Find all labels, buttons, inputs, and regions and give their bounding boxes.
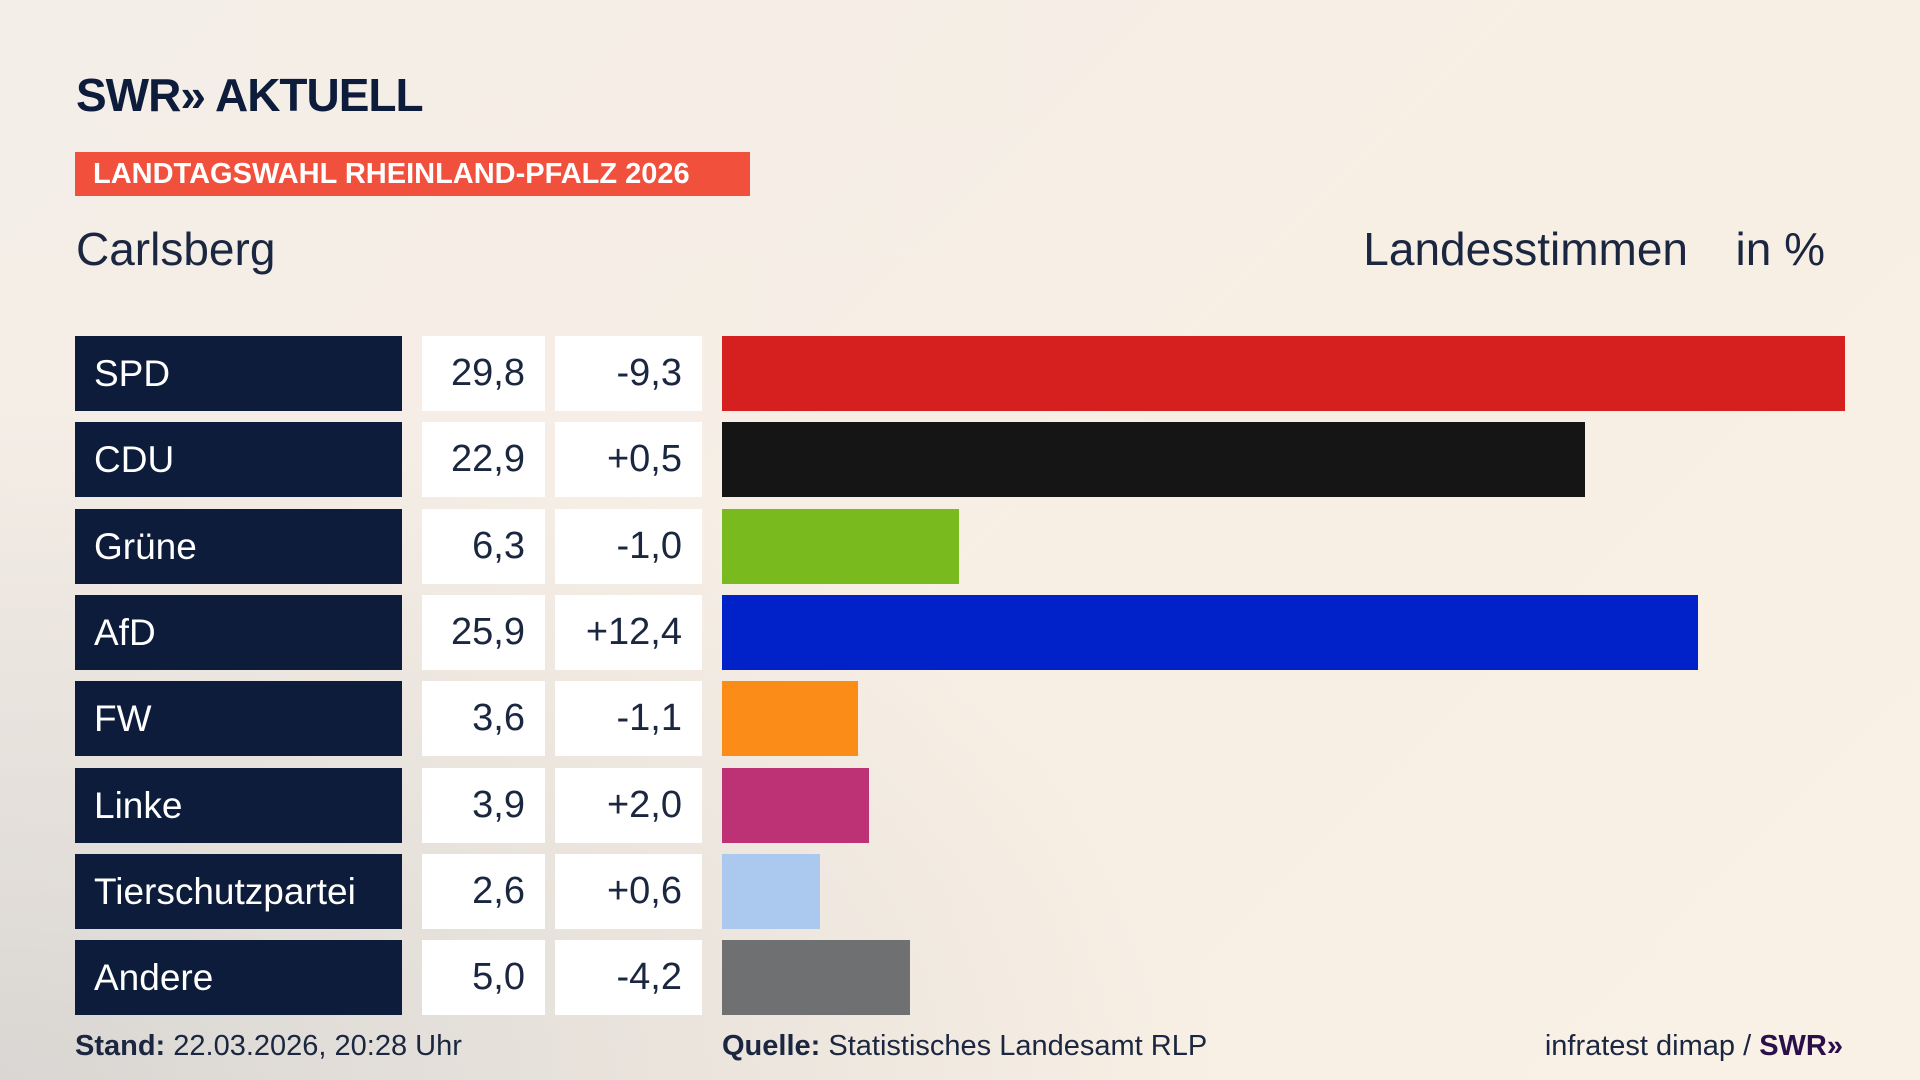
- change-label: +0,6: [555, 853, 702, 929]
- change-label: -1,0: [555, 508, 702, 584]
- chart-title: Carlsberg: [76, 223, 276, 275]
- chart-subtitle: Landesstimmen: [1363, 223, 1688, 275]
- value-label: 5,0: [422, 940, 545, 1016]
- logo: SWR» AKTUELL: [76, 69, 424, 121]
- party-name: Tierschutzpartei: [75, 853, 402, 929]
- value-label: 22,9: [422, 422, 545, 498]
- change-label: -9,3: [555, 336, 702, 411]
- unit-label: in %: [1735, 223, 1825, 275]
- credit: infratest dimap / SWR»: [1545, 1030, 1843, 1063]
- stand-value: 22.03.2026, 20:28 Uhr: [173, 1030, 462, 1062]
- party-name: CDU: [75, 422, 402, 498]
- bar: [722, 767, 869, 843]
- change-label: +0,5: [555, 422, 702, 498]
- bar: [722, 853, 820, 929]
- bar: [722, 422, 1585, 498]
- party-name: SPD: [75, 336, 402, 411]
- party-name: FW: [75, 681, 402, 757]
- bar: [722, 508, 960, 584]
- bar: [722, 940, 911, 1016]
- credit-logo: SWR»: [1759, 1030, 1843, 1062]
- value-label: 2,6: [422, 853, 545, 929]
- change-label: +2,0: [555, 767, 702, 843]
- change-label: -4,2: [555, 940, 702, 1016]
- party-name: Grüne: [75, 508, 402, 584]
- bar: [722, 594, 1699, 670]
- change-label: +12,4: [555, 594, 702, 670]
- source-label: Quelle:: [722, 1030, 821, 1062]
- party-name: AfD: [75, 594, 402, 670]
- value-label: 6,3: [422, 508, 545, 584]
- source: Quelle: Statistisches Landesamt RLP: [722, 1030, 1207, 1063]
- stand-label: Stand:: [75, 1030, 166, 1062]
- value-label: 3,6: [422, 681, 545, 757]
- credit-text: infratest dimap /: [1544, 1030, 1752, 1062]
- stand: Stand: 22.03.2026, 20:28 Uhr: [75, 1030, 462, 1063]
- source-value: Statistisches Landesamt RLP: [828, 1030, 1208, 1062]
- banner: LANDTAGSWAHL RHEINLAND-PFALZ 2026: [75, 152, 750, 196]
- value-label: 25,9: [422, 594, 545, 670]
- value-label: 29,8: [422, 336, 545, 411]
- change-label: -1,1: [555, 681, 702, 757]
- bar: [722, 336, 1845, 411]
- value-label: 3,9: [422, 767, 545, 843]
- party-name: Linke: [75, 767, 402, 843]
- party-name: Andere: [75, 940, 402, 1016]
- bar: [722, 681, 858, 757]
